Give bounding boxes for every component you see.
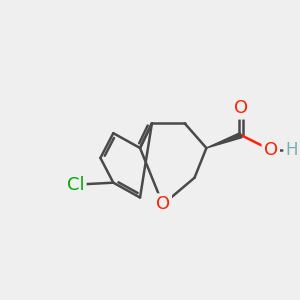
Text: O: O bbox=[234, 99, 248, 117]
Text: O: O bbox=[156, 196, 170, 214]
Text: Cl: Cl bbox=[67, 176, 85, 194]
Text: O: O bbox=[264, 141, 278, 159]
Polygon shape bbox=[206, 133, 242, 148]
Text: H: H bbox=[285, 141, 298, 159]
